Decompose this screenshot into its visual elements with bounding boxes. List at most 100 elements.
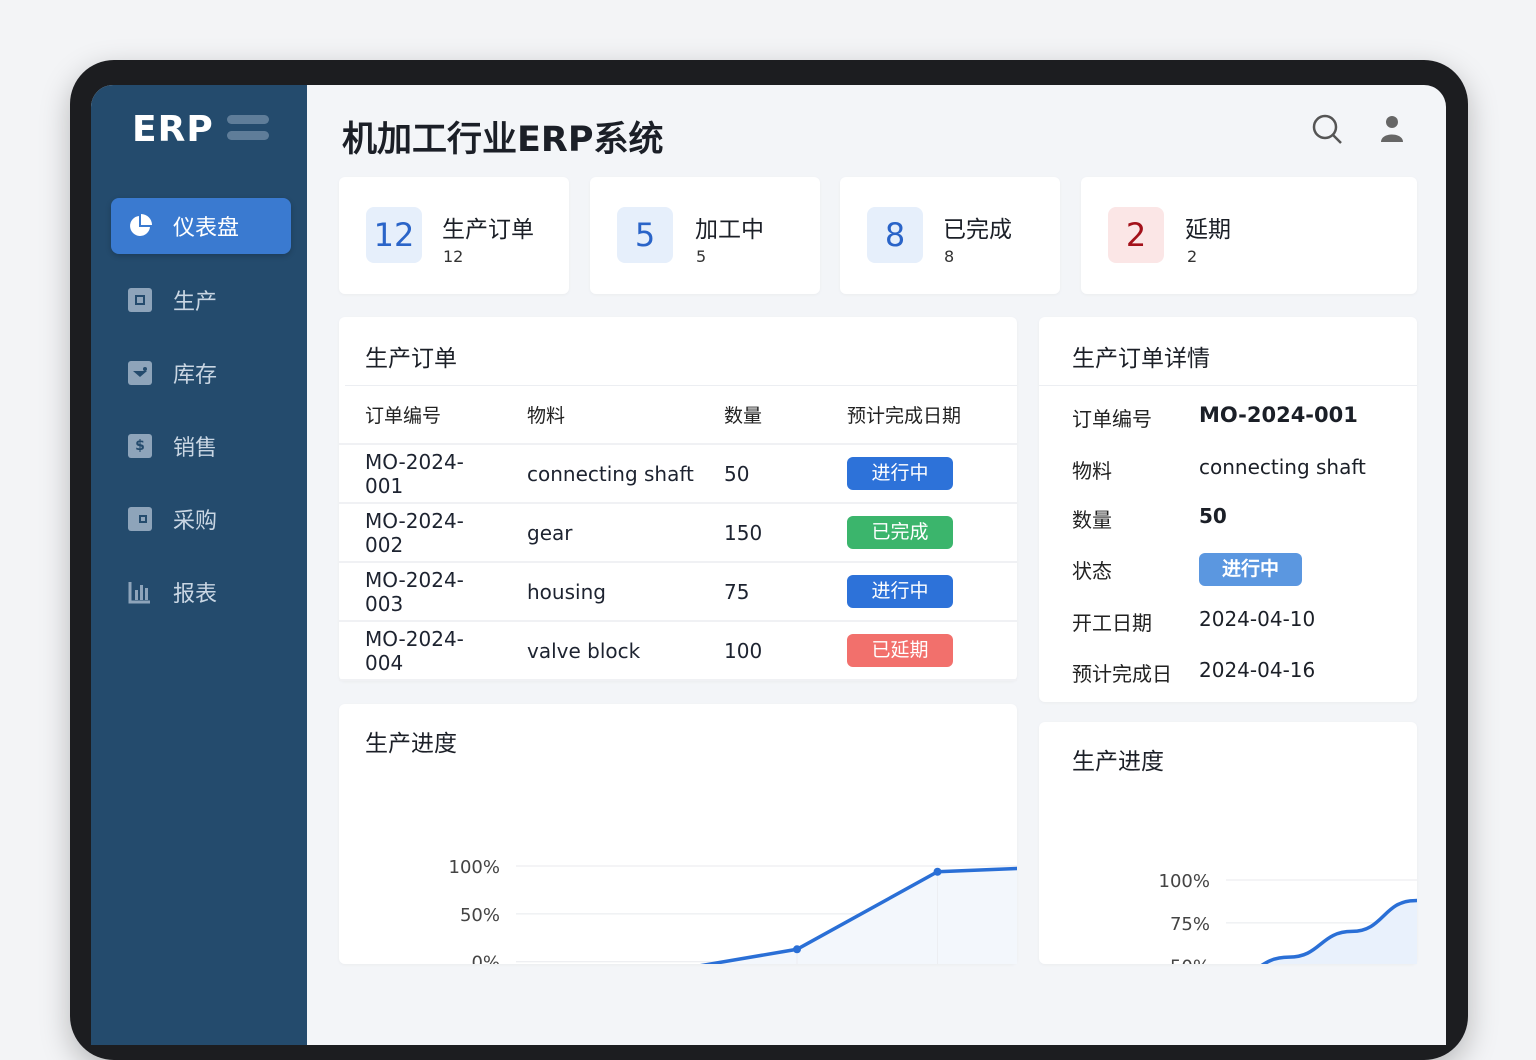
purchase-icon [127,506,153,532]
stat-number: 8 [867,207,923,263]
table-row[interactable]: MO-2024-004 valve block 100 已延期 [339,621,1017,681]
data-point [793,945,801,954]
detail-value: 2024-04-10 [1199,607,1316,631]
order-material: valve block [501,621,698,681]
detail-value: connecting shaft [1199,455,1366,479]
sidebar-item-dashboard[interactable]: 仪表盘 [111,198,291,254]
sidebar-item-purchase[interactable]: 采购 [111,491,291,547]
sidebar-item-label: 销售 [173,436,218,461]
table-row[interactable]: MO-2024-003 housing 75 进行中 [339,562,1017,622]
status-badge: 进行中 [847,575,953,608]
column-header[interactable]: 订单编号 [339,385,501,445]
stat-label: 已完成 [943,217,1012,243]
stat-label: 生产订单 [442,217,534,243]
detail-title: 生产订单详情 [1072,346,1210,372]
status-badge: 已延期 [847,634,953,667]
sidebar-item-inventory[interactable]: 库存 [111,345,291,401]
y-tick-label: 75% [1170,914,1210,935]
menu-toggle-icon[interactable] [227,115,269,141]
detail-value: 2024-04-16 [1199,658,1316,682]
order-qty: 100 [698,621,821,681]
y-tick-label: 50% [460,905,500,926]
sidebar-item-reports[interactable]: 报表 [111,564,291,620]
order-detail-card: 生产订单详情 订单编号 MO-2024-001 物料 connecting shaf… [1039,317,1417,702]
stat-card-completed[interactable]: 8 已完成 8 [840,177,1060,294]
sales-icon: $ [127,433,153,459]
column-header[interactable]: 物料 [501,385,698,445]
y-tick-label: 100% [1159,871,1210,892]
stat-card-orders[interactable]: 12 生产订单 12 [339,177,569,294]
order-id: MO-2024-001 [339,444,501,504]
sidebar-item-label: 库存 [173,363,218,388]
sidebar-item-label: 报表 [173,582,218,607]
data-point [933,867,942,876]
detail-label: 订单编号 [1072,407,1152,431]
detail-label: 预计完成日 [1072,662,1172,686]
order-material: housing [501,562,698,622]
detail-row: 开工日期 2024-04-10 [1072,607,1315,636]
user-icon[interactable] [1377,113,1409,145]
sidebar-item-label: 采购 [173,509,218,534]
order-material: connecting shaft [501,444,698,504]
table-row[interactable]: MO-2024-001 connecting shaft 50 进行中 [339,444,1017,504]
detail-label: 数量 [1072,508,1112,532]
chart-title: 生产进度 [1072,749,1164,775]
status-badge: 已完成 [847,516,953,549]
detail-row: 状态 进行中 [1072,553,1302,586]
bar-chart-icon [127,579,153,605]
area-fill [1263,900,1417,964]
inventory-icon [127,360,153,386]
search-icon[interactable] [1311,113,1343,145]
page-title: 机加工行业ERP系统 [342,120,664,160]
y-tick-label: 50% [1170,957,1210,964]
progress-chart-small: 100%75%50%Apr 10Apr 14Apr16 [1159,871,1417,964]
progress-chart: 100%50%0%Apr 10Apr 12Apr 14Apr 14Apr16 [449,857,1017,964]
series-line [1260,898,1417,964]
detail-row: 订单编号 MO-2024-001 [1072,403,1358,432]
stat-card-processing[interactable]: 5 加工中 5 [590,177,820,294]
detail-value: MO-2024-001 [1199,403,1358,427]
stat-card-delayed[interactable]: 2 延期 2 [1081,177,1417,294]
orders-title: 生产订单 [365,346,457,372]
detail-value: 50 [1199,504,1227,528]
orders-card: 生产订单 订单编号 物料 数量 预计完成日期 MO-2024-001 conne… [339,317,1017,681]
stat-number: 2 [1108,207,1164,263]
production-icon [127,287,153,313]
area-fill [710,868,1017,964]
detail-label: 状态 [1072,559,1112,583]
sidebar-item-sales[interactable]: $ 销售 [111,418,291,474]
table-row[interactable]: MO-2024-002 gear 150 已完成 [339,503,1017,563]
order-material: gear [501,503,698,563]
stat-number: 5 [617,207,673,263]
orders-table: 订单编号 物料 数量 预计完成日期 MO-2024-001 connecting… [339,385,1017,681]
status-badge: 进行中 [1199,553,1302,586]
order-qty: 75 [698,562,821,622]
order-qty: 50 [698,444,821,504]
sidebar-item-label: 仪表盘 [173,216,240,241]
column-header[interactable]: 预计完成日期 [821,385,1017,445]
app-screen: ERP 仪表盘 生产 库存 $ 销售 采购 报表 机加工行业ERP系统 12 [91,85,1446,1045]
progress-chart-card-small: 生产进度 100%75%50%Apr 10Apr 14Apr16 [1039,722,1417,964]
detail-label: 物料 [1072,459,1112,483]
status-badge: 进行中 [847,457,953,490]
stat-value: 12 [443,247,464,266]
detail-label: 开工日期 [1072,611,1152,635]
order-id: MO-2024-003 [339,562,501,622]
progress-chart-card: 生产进度 100%50%0%Apr 10Apr 12Apr 14Apr 14Ap… [339,704,1017,964]
detail-row: 物料 connecting shaft [1072,455,1366,484]
detail-row: 预计完成日 2024-04-16 [1072,658,1315,687]
order-qty: 150 [698,503,821,563]
sidebar-item-label: 生产 [173,290,218,315]
stat-value: 8 [944,247,955,266]
logo: ERP [132,109,214,150]
stat-value: 5 [696,247,707,266]
pie-chart-icon [127,213,153,239]
y-tick-label: 0% [471,953,500,964]
detail-row: 数量 50 [1072,504,1227,533]
order-id: MO-2024-002 [339,503,501,563]
sidebar-item-production[interactable]: 生产 [111,272,291,328]
column-header[interactable]: 数量 [698,385,821,445]
stat-number: 12 [366,207,422,263]
y-tick-label: 100% [449,857,500,878]
order-id: MO-2024-004 [339,621,501,681]
